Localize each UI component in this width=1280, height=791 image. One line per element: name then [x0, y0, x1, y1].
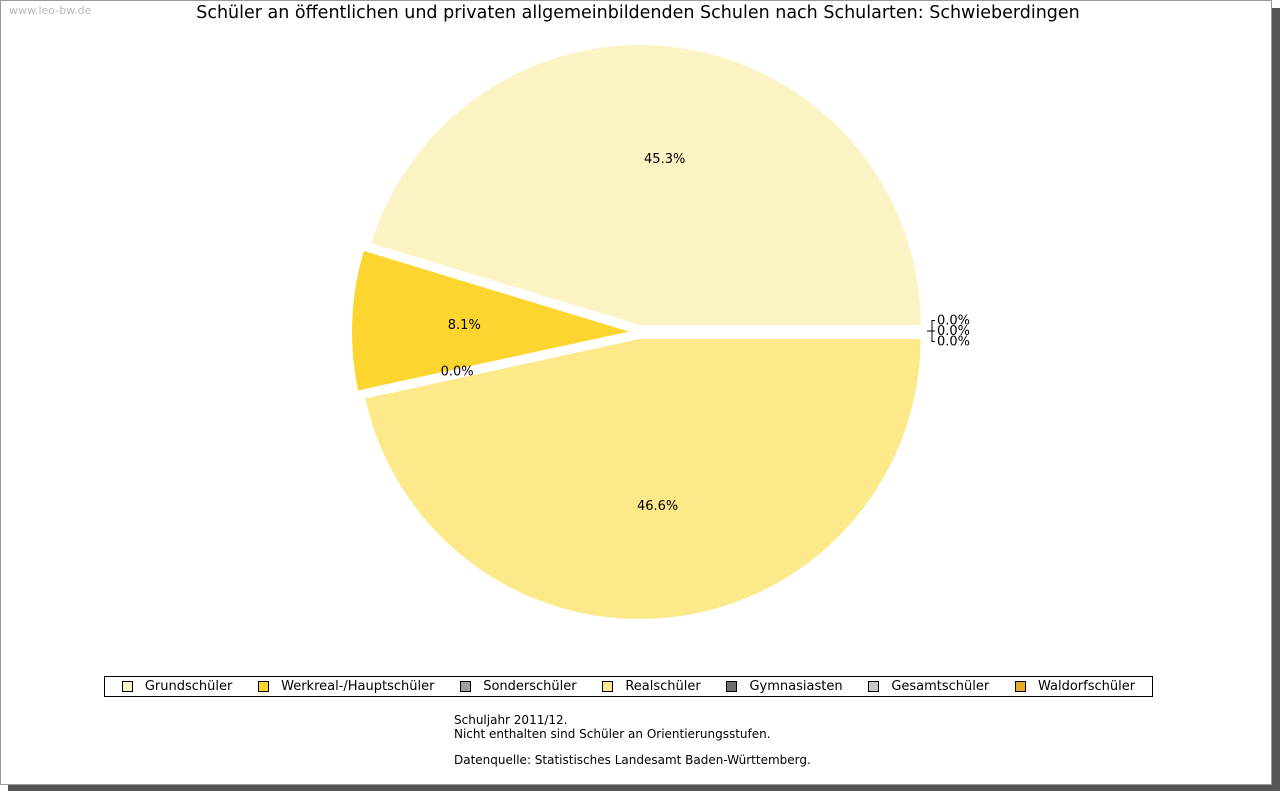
pie-slices — [350, 43, 923, 621]
legend-label: Sonderschüler — [483, 679, 577, 694]
legend: Grundschüler Werkreal-/Hauptschüler Sond… — [104, 676, 1153, 697]
legend-swatch — [460, 681, 472, 692]
slice-label-gymnasiasten: 0.0% — [937, 314, 970, 329]
leader-line-waldorfschueler — [927, 330, 935, 342]
legend-item-realschueler: Realschüler — [602, 679, 701, 694]
legend-swatch — [602, 681, 614, 692]
note-data-source: Datenquelle: Statistisches Landesamt Bad… — [454, 753, 811, 767]
legend-item-gesamtschueler: Gesamtschüler — [868, 679, 989, 694]
pie-slice-realschueler — [362, 336, 923, 621]
pie-slice-grundschueler — [368, 43, 923, 328]
pie-chart: 45.3%8.1%46.6%0.0%0.0%0.0%0.0% — [350, 43, 970, 621]
legend-swatch — [121, 681, 133, 692]
chart-notes: Schuljahr 2011/12. Nicht enthalten sind … — [454, 713, 811, 767]
slice-label-grundschueler: 45.3% — [644, 152, 685, 167]
pie-slice-werkreal-hauptschueler — [350, 248, 637, 393]
legend-item-werkreal-hauptschueler: Werkreal-/Hauptschüler — [258, 679, 434, 694]
leader-lines — [927, 320, 935, 342]
leader-line-gymnasiasten — [927, 320, 935, 332]
legend-label: Grundschüler — [144, 679, 233, 694]
slice-labels: 45.3%8.1%46.6%0.0%0.0%0.0%0.0% — [441, 152, 970, 514]
legend-label: Gesamtschüler — [891, 679, 990, 694]
legend-label: Waldorfschüler — [1037, 679, 1136, 694]
note-school-year: Schuljahr 2011/12. — [454, 713, 568, 727]
frame-shadow-bottom — [8, 785, 1280, 791]
note-exclusion: Nicht enthalten sind Schüler an Orientie… — [454, 727, 771, 741]
legend-label: Realschüler — [625, 679, 701, 694]
legend-item-sonderschueler: Sonderschüler — [460, 679, 577, 694]
legend-swatch — [1014, 681, 1026, 692]
slice-label-werkreal-hauptschueler: 8.1% — [448, 318, 481, 333]
slice-label-realschueler: 46.6% — [637, 499, 678, 514]
watermark: www.leo-bw.de — [9, 4, 92, 17]
slice-label-waldorfschueler: 0.0% — [937, 335, 970, 350]
legend-item-waldorfschueler: Waldorfschüler — [1014, 679, 1136, 694]
legend-label: Werkreal-/Hauptschüler — [281, 679, 435, 694]
frame-shadow-right — [1272, 8, 1280, 791]
chart-title: Schüler an öffentlichen und privaten all… — [196, 3, 1080, 23]
legend-item-gymnasiasten: Gymnasiasten — [726, 679, 843, 694]
slice-label-gesamtschueler: 0.0% — [937, 324, 970, 339]
legend-item-grundschueler: Grundschüler — [121, 679, 233, 694]
legend-swatch — [726, 681, 738, 692]
legend-label: Gymnasiasten — [749, 679, 843, 694]
slice-label-sonderschueler: 0.0% — [441, 365, 474, 380]
legend-swatch — [868, 681, 880, 692]
legend-swatch — [258, 681, 270, 692]
